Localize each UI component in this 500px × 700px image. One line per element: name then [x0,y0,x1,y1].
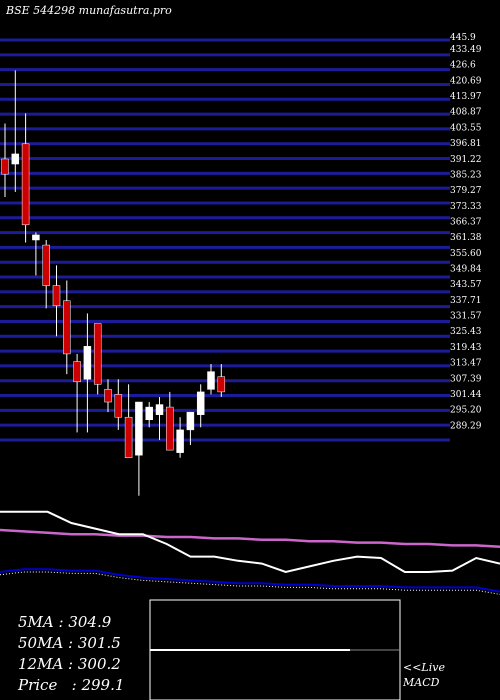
ma50-stat: 50MA : 301.5 [18,634,121,652]
candle [52,265,61,337]
price-tick-label: 408.87 [450,108,482,118]
candle [135,401,143,496]
candle-body [42,244,50,286]
price-tick-label: 391.22 [450,155,482,165]
candle [217,364,226,397]
candle-body [93,323,102,385]
price-tick-label: 413.97 [450,92,482,102]
candle [32,232,40,276]
candle-body [21,143,30,226]
price-tick-label: 420.69 [450,76,482,86]
candle-body [196,391,205,415]
candle [42,240,50,309]
ma12-line [0,568,500,593]
price-tick-label: 396.81 [450,139,482,149]
price-stat: Price : 299.1 [18,676,125,694]
price-tick-label: 355.60 [450,249,482,259]
candle-body [186,411,195,431]
price-line [0,510,500,574]
price-tick-label: 307.39 [450,374,482,384]
price-tick-label: 325.43 [450,327,482,337]
candle [176,417,184,458]
candle [11,70,20,192]
price-grid [0,38,450,442]
price-tick-label: 433.49 [450,45,482,55]
candle-body [166,406,174,451]
price-tick-label: 379.27 [450,186,482,196]
candle-body [217,376,226,393]
candle-body [83,346,92,380]
price-tick-label: 313.47 [450,359,482,369]
price-tick-label: 319.43 [450,343,482,353]
ma12-dotted-line [0,571,500,595]
candle-body [73,361,81,383]
candle-body [32,234,40,241]
candle [196,384,205,428]
price-tick-label: 331.57 [450,312,482,322]
candle [145,402,153,428]
price-tick-label: 349.84 [450,265,482,275]
price-tick-label: 426.6 [450,61,476,71]
candle [21,113,30,243]
price-tick-label: 301.44 [450,390,482,400]
price-tick-label: 373.33 [450,202,482,212]
candle-body [11,153,20,165]
top-price-label: 445.9 [450,33,476,43]
candle [166,391,174,451]
price-tick-label: 366.37 [450,217,482,227]
candle-body [1,158,9,175]
candle [114,379,123,430]
candle-body [135,401,143,456]
candle [104,379,112,413]
candle [207,364,215,395]
candle-body [63,300,71,355]
price-tick-label: 337.71 [450,296,482,306]
candle-body [176,429,184,453]
ma50-line [0,528,500,549]
candle-body [124,416,133,458]
candle [186,411,195,446]
macd-label: <<Live MACD [403,661,445,689]
indicator-panel [0,510,500,700]
price-tick-label: 385.23 [450,170,482,180]
candle [1,123,9,197]
ma5-stat: 5MA : 304.9 [18,613,112,631]
candle [83,313,92,433]
price-tick-label: 361.38 [450,233,482,243]
candle-body [155,404,164,415]
candle [155,396,164,440]
candle [124,384,133,458]
price-tick-label: 295.20 [450,406,482,416]
price-tick-label: 289.29 [450,421,482,431]
candle-body [207,371,215,390]
price-tick-label: 343.57 [450,280,482,290]
candle-body [145,406,153,420]
price-axis-ticks: 433.49 426.6 420.69 413.97 408.87 403.55 396.8… [450,45,482,431]
price-tick-label: 403.55 [450,123,482,133]
ma12-stat: 12MA : 300.2 [18,655,121,673]
candle [73,353,81,433]
candle-body [104,389,112,403]
chart-title: BSE 544298 munafasutra.pro [5,4,172,17]
candle [93,323,102,395]
candle-body [52,285,61,307]
candle-body [114,394,123,418]
candle [63,280,71,375]
candlesticks [1,70,226,496]
